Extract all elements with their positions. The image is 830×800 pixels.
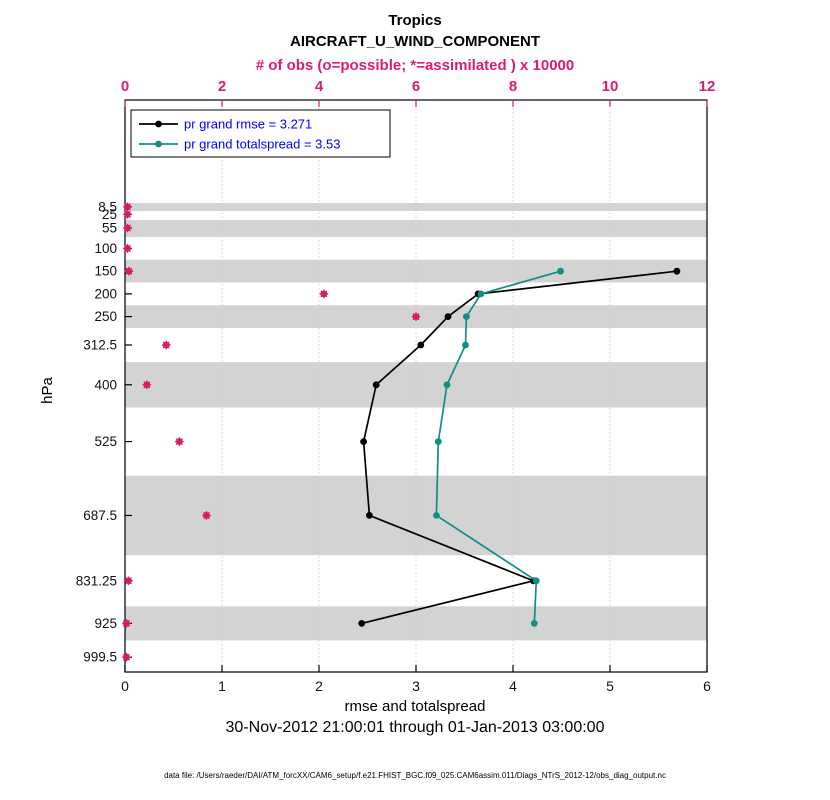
chart-title-region: Tropics [388,12,442,29]
y-axis-tick-label: 925 [94,616,117,631]
x-bottom-tick-label: 2 [315,678,323,694]
obs-count-marker [123,202,132,212]
pressure-layer-band [125,259,707,283]
x-top-tick-label: 10 [602,78,619,95]
series-point-totalspread [434,438,442,445]
series-point-totalspread [530,620,538,627]
legend-label: pr grand rmse = 3.271 [184,117,312,132]
legend-box [130,109,391,158]
top-axis-label: # of obs (o=possible; *=assimilated ) x … [255,57,575,74]
y-axis-tick-label: 687.5 [83,508,117,523]
obs-count-marker [122,652,131,662]
obs-count-marker [319,289,329,299]
y-axis-tick-label: 999.5 [83,650,117,665]
pressure-layer-band [125,606,707,641]
series-point-totalspread [433,512,440,519]
obs-count-marker [123,210,132,219]
y-axis-tick-label: 55 [102,220,117,235]
y-axis-tick-label: 100 [94,241,117,256]
obs-count-marker [124,266,134,276]
y-axis-tick-label: 312.5 [83,338,117,353]
x-top-tick-label: 12 [699,78,716,95]
obs-count-marker [175,437,184,446]
legend-sample-marker [155,140,162,148]
x-top-tick-label: 6 [412,78,420,95]
x-bottom-tick-label: 4 [509,678,517,694]
chart-title-variable: AIRCRAFT_U_WIND_COMPONENT [289,33,540,50]
obs-count-marker [122,619,131,628]
obs-count-marker [202,511,211,520]
obs-count-marker [161,340,171,350]
time-range-label: 30-Nov-2012 21:00:01 through 01-Jan-2013… [225,719,605,736]
obs-count-marker [123,223,132,233]
series-point-totalspread [477,290,485,298]
series-point-rmse [444,313,452,320]
y-axis-tick-label: 525 [94,434,117,449]
y-axis-tick-label: 200 [94,286,117,301]
legend-sample-marker [155,120,162,128]
series-point-totalspread [463,313,470,320]
x-bottom-tick-label: 0 [121,678,129,694]
y-axis-tick-label: 250 [94,309,117,324]
series-point-rmse [673,267,681,275]
series-point-rmse [360,438,367,445]
series-point-totalspread [443,381,451,389]
series-point-rmse [358,620,366,627]
x-bottom-tick-label: 5 [606,678,614,694]
y-axis-tick-label: 150 [94,264,117,279]
series-point-rmse [417,341,425,349]
y-axis-label: hPa [38,377,56,404]
x-bottom-tick-label: 6 [703,678,711,694]
obs-count-marker [411,312,421,321]
obs-count-marker [123,244,132,253]
y-axis-tick-label: 831.25 [76,573,117,588]
data-file-label: data file: /Users/raeder/DAI/ATM_forcXX/… [164,771,666,780]
x-axis-label: rmse and totalspread [344,698,486,715]
x-top-tick-label: 0 [121,78,129,95]
pressure-layer-band [125,475,707,556]
x-top-tick-label: 2 [218,78,226,95]
obs-count-marker [142,380,152,390]
x-bottom-tick-label: 1 [218,678,226,694]
y-axis-tick-label: 25 [102,207,117,222]
y-axis-tick-label: 8.5 [98,199,117,214]
series-point-rmse [372,381,380,389]
series-point-totalspread [557,267,564,275]
x-top-tick-label: 8 [509,78,517,95]
obs-count-marker [124,576,133,586]
series-point-rmse [366,512,373,519]
series-point-totalspread [532,577,540,585]
x-top-tick-label: 4 [315,78,324,95]
pressure-layer-band [125,203,707,211]
y-axis-tick-label: 400 [94,377,117,392]
legend-label: pr grand totalspread = 3.53 [184,137,340,152]
series-point-totalspread [462,341,469,349]
x-bottom-tick-label: 3 [412,678,420,694]
